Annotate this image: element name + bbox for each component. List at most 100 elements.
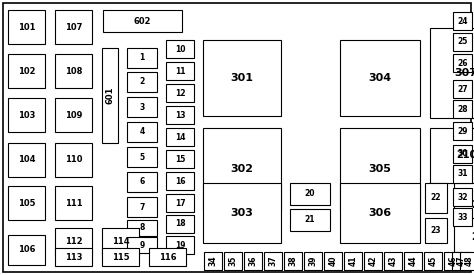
Bar bbox=[324, 252, 342, 270]
Bar bbox=[304, 252, 322, 270]
Text: 105: 105 bbox=[18, 199, 35, 208]
Bar bbox=[340, 40, 420, 116]
Text: 112: 112 bbox=[64, 238, 82, 246]
Text: 15: 15 bbox=[175, 155, 185, 164]
Text: 17: 17 bbox=[175, 199, 185, 208]
Bar bbox=[244, 252, 262, 270]
Text: 113: 113 bbox=[65, 252, 82, 262]
Text: 46: 46 bbox=[448, 256, 457, 266]
Text: 47: 47 bbox=[456, 256, 465, 266]
Text: 35: 35 bbox=[228, 256, 237, 266]
Bar bbox=[55, 186, 92, 220]
Bar bbox=[8, 98, 45, 132]
Text: 37: 37 bbox=[268, 256, 277, 266]
Bar bbox=[452, 252, 470, 270]
Text: 104: 104 bbox=[18, 155, 35, 164]
Bar bbox=[264, 252, 282, 270]
Text: 34: 34 bbox=[209, 256, 218, 266]
Bar bbox=[453, 12, 472, 30]
Bar bbox=[404, 252, 422, 270]
Text: 29: 29 bbox=[457, 126, 468, 136]
Text: 211: 211 bbox=[471, 199, 474, 210]
Text: 42: 42 bbox=[368, 256, 377, 266]
Bar bbox=[8, 10, 45, 44]
Bar bbox=[166, 40, 194, 58]
Bar bbox=[8, 235, 45, 265]
Bar bbox=[127, 48, 157, 68]
Bar bbox=[453, 80, 472, 98]
Text: 25: 25 bbox=[457, 37, 468, 46]
Bar bbox=[166, 84, 194, 102]
Text: 110: 110 bbox=[65, 155, 82, 164]
Text: 304: 304 bbox=[368, 73, 392, 83]
Bar bbox=[55, 143, 92, 177]
Bar bbox=[284, 252, 302, 270]
Bar bbox=[55, 54, 92, 88]
Text: 31: 31 bbox=[457, 169, 468, 178]
Bar bbox=[127, 172, 157, 192]
Bar bbox=[224, 252, 242, 270]
Bar bbox=[454, 218, 474, 256]
Bar bbox=[55, 248, 92, 266]
Text: 3: 3 bbox=[139, 103, 145, 111]
Text: 32: 32 bbox=[457, 192, 468, 202]
Text: 24: 24 bbox=[457, 16, 468, 26]
Bar bbox=[166, 172, 194, 190]
Text: 22: 22 bbox=[431, 194, 441, 202]
Bar bbox=[102, 48, 118, 143]
Bar bbox=[290, 209, 330, 231]
Text: 19: 19 bbox=[175, 241, 185, 249]
Bar bbox=[453, 165, 472, 183]
Bar bbox=[453, 33, 472, 51]
Text: 45: 45 bbox=[428, 256, 438, 266]
Text: 114: 114 bbox=[112, 238, 129, 246]
Text: 41: 41 bbox=[348, 256, 357, 266]
Bar bbox=[453, 122, 472, 140]
Bar bbox=[102, 248, 139, 266]
Bar bbox=[453, 145, 472, 163]
Bar bbox=[364, 252, 382, 270]
Bar bbox=[203, 128, 281, 210]
Text: 109: 109 bbox=[65, 111, 82, 120]
Bar bbox=[127, 237, 157, 253]
Bar bbox=[103, 10, 182, 32]
Bar bbox=[384, 252, 402, 270]
Bar bbox=[166, 128, 194, 146]
Text: 106: 106 bbox=[18, 246, 35, 254]
Text: 6: 6 bbox=[139, 177, 145, 186]
Bar bbox=[102, 228, 139, 256]
Text: 38: 38 bbox=[289, 256, 298, 266]
Text: 33: 33 bbox=[457, 213, 468, 221]
Text: 36: 36 bbox=[248, 256, 257, 266]
Text: 103: 103 bbox=[18, 111, 35, 120]
Bar bbox=[453, 54, 472, 72]
Bar bbox=[453, 100, 472, 118]
Text: 21: 21 bbox=[305, 216, 315, 224]
Text: 305: 305 bbox=[369, 164, 392, 174]
Bar bbox=[166, 236, 194, 254]
Bar bbox=[166, 150, 194, 168]
Text: 23: 23 bbox=[431, 226, 441, 235]
Text: 30: 30 bbox=[457, 150, 468, 158]
Bar bbox=[203, 183, 281, 243]
Bar bbox=[460, 252, 474, 270]
Text: 16: 16 bbox=[175, 177, 185, 186]
Bar bbox=[430, 128, 474, 183]
Text: 27: 27 bbox=[457, 84, 468, 94]
Text: 5: 5 bbox=[139, 153, 145, 161]
Text: 39: 39 bbox=[309, 256, 318, 266]
Text: 28: 28 bbox=[457, 104, 468, 114]
Text: 2: 2 bbox=[139, 78, 145, 87]
Bar bbox=[8, 143, 45, 177]
Text: 40: 40 bbox=[328, 256, 337, 266]
Bar bbox=[149, 248, 186, 266]
Bar bbox=[425, 183, 447, 213]
Bar bbox=[203, 40, 281, 116]
Text: 210: 210 bbox=[456, 150, 474, 161]
Bar bbox=[453, 208, 472, 226]
Text: 8: 8 bbox=[139, 224, 145, 232]
Bar bbox=[166, 194, 194, 212]
Text: 212: 212 bbox=[471, 232, 474, 242]
Bar bbox=[453, 188, 472, 206]
Text: 14: 14 bbox=[175, 133, 185, 142]
